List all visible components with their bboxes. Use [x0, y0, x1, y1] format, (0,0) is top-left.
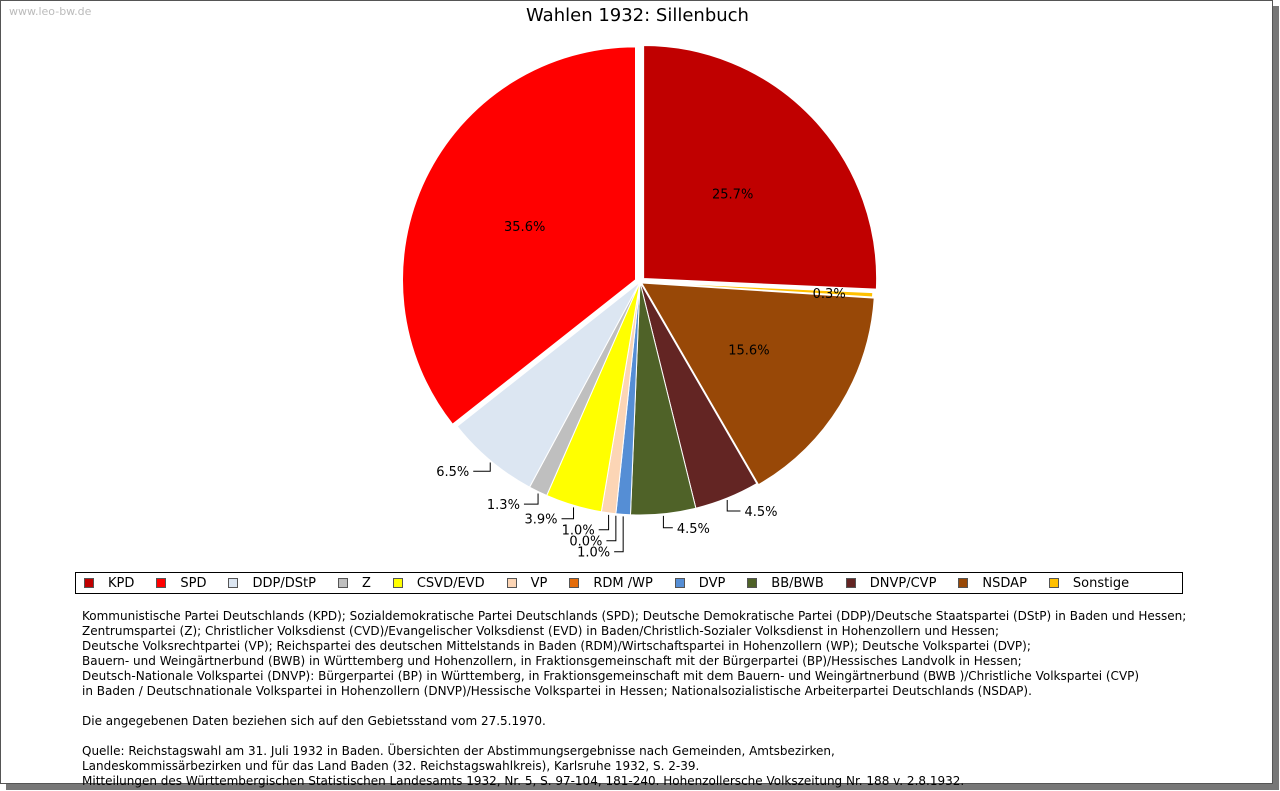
leader-line: [606, 515, 617, 542]
footnotes: Kommunistische Partei Deutschlands (KPD)…: [82, 609, 1186, 789]
legend-item: RDM /WP: [569, 575, 653, 591]
legend-label: VP: [530, 575, 548, 591]
legend-swatch: [337, 578, 348, 588]
slice-label: 3.9%: [525, 513, 558, 528]
legend-swatch: [506, 578, 517, 588]
note-line: Bauern- und Weingärtnerbund (BWB) in Wür…: [82, 654, 1022, 668]
note-line: Kommunistische Partei Deutschlands (KPD)…: [82, 609, 1187, 623]
stand-note: Die angegebenen Daten beziehen sich auf …: [82, 714, 546, 728]
legend-label: BB/BWB: [771, 575, 824, 591]
slice-label: 1.3%: [487, 498, 520, 513]
legend-swatch: [958, 578, 969, 588]
legend-label: SPD: [180, 575, 207, 591]
legend-label: Z: [361, 575, 371, 591]
legend-item: CSVD/EVD: [392, 575, 485, 591]
leader-line: [662, 515, 673, 529]
legend-swatch: [228, 578, 239, 588]
legend-item: DVP: [674, 575, 726, 591]
legend-swatch: [392, 578, 403, 588]
leader-line: [473, 462, 491, 472]
legend-item: DNVP/CVP: [845, 575, 937, 591]
slice-label: 1.0%: [577, 546, 610, 561]
legend-label: DDP/DStP: [252, 575, 316, 591]
slice-label: 0.3%: [813, 287, 846, 302]
pie-slice-nsdap: [640, 282, 875, 486]
slice-label: 35.6%: [504, 220, 545, 235]
pie-slice-ddp-dstp: [456, 281, 641, 488]
note-line: in Baden / Deutschnationale Volkspartei …: [82, 684, 1032, 698]
legend-label: DVP: [698, 575, 726, 591]
legend-swatch: [845, 578, 856, 588]
legend-item: DDP/DStP: [228, 575, 316, 591]
legend-label: Sonstige: [1072, 575, 1130, 591]
note-line: Zentrumspartei (Z); Christlicher Volksdi…: [82, 624, 1000, 638]
leader-line: [598, 514, 610, 531]
party-notes: Kommunistische Partei Deutschlands (KPD)…: [82, 609, 1186, 699]
leader-line: [523, 493, 539, 505]
slice-label: 6.5%: [436, 465, 469, 480]
legend-item: NSDAP: [958, 576, 1027, 591]
pie-slice-kpd: [643, 45, 878, 290]
legend-swatch: [674, 578, 685, 588]
legend-swatch: [569, 578, 580, 588]
legend-swatch: [84, 578, 94, 588]
source-line: Landeskommissärbezirken und für das Land…: [82, 759, 700, 773]
leader-line: [726, 500, 741, 512]
pie-slice-sonstige: [639, 281, 874, 298]
slice-label: 15.6%: [728, 344, 769, 359]
leader-line: [561, 507, 575, 520]
slice-label: 4.5%: [677, 522, 710, 537]
legend-label: RDM /WP: [593, 575, 653, 591]
watermark: www.leo-bw.de: [9, 5, 92, 18]
leader-line: [614, 516, 624, 553]
slice-label: 0.0%: [569, 535, 602, 550]
legend-label: NSDAP: [982, 575, 1027, 591]
legend-label: CSVD/EVD: [416, 575, 485, 591]
legend-swatch: [747, 578, 758, 588]
pie-slice-spd: [402, 46, 637, 425]
slice-label: 1.0%: [562, 524, 595, 539]
pie-chart: 25.7% 15.6% 35.6% 0.3% 4.5% 4.5% 1.0%0.0%1.0% 3…: [402, 45, 878, 561]
source-line: Quelle: Reichstagswahl am 31. Juli 1932 …: [82, 744, 835, 758]
legend-label: DNVP/CVP: [869, 575, 937, 591]
note-line: Deutsche Volksrechtpartei (VP); Reichspa…: [82, 639, 1031, 653]
legend-item: Sonstige: [1048, 575, 1130, 591]
legend-item: KPD: [84, 576, 134, 591]
legend-swatch: [156, 578, 167, 588]
note-line: Deutsch-Nationale Volkspartei (DNVP): Bü…: [82, 669, 1140, 683]
legend-item: Z: [337, 575, 371, 591]
legend-swatch: [1048, 578, 1059, 588]
legend-item: SPD: [156, 576, 206, 591]
slice-label: 4.5%: [744, 505, 777, 520]
legend-item: VP: [506, 575, 548, 591]
slice-label: 25.7%: [712, 187, 753, 202]
legend: KPD SPD DDP/DStP Z CSVD/EVD VP RDM /WP DVP BB/BW…: [75, 572, 1183, 594]
chart-title: Wahlen 1932: Sillenbuch: [526, 5, 749, 26]
legend-label: KPD: [108, 575, 135, 591]
source-line: Mitteilungen des Württembergischen Stati…: [82, 774, 965, 788]
legend-item: BB/BWB: [747, 575, 824, 591]
